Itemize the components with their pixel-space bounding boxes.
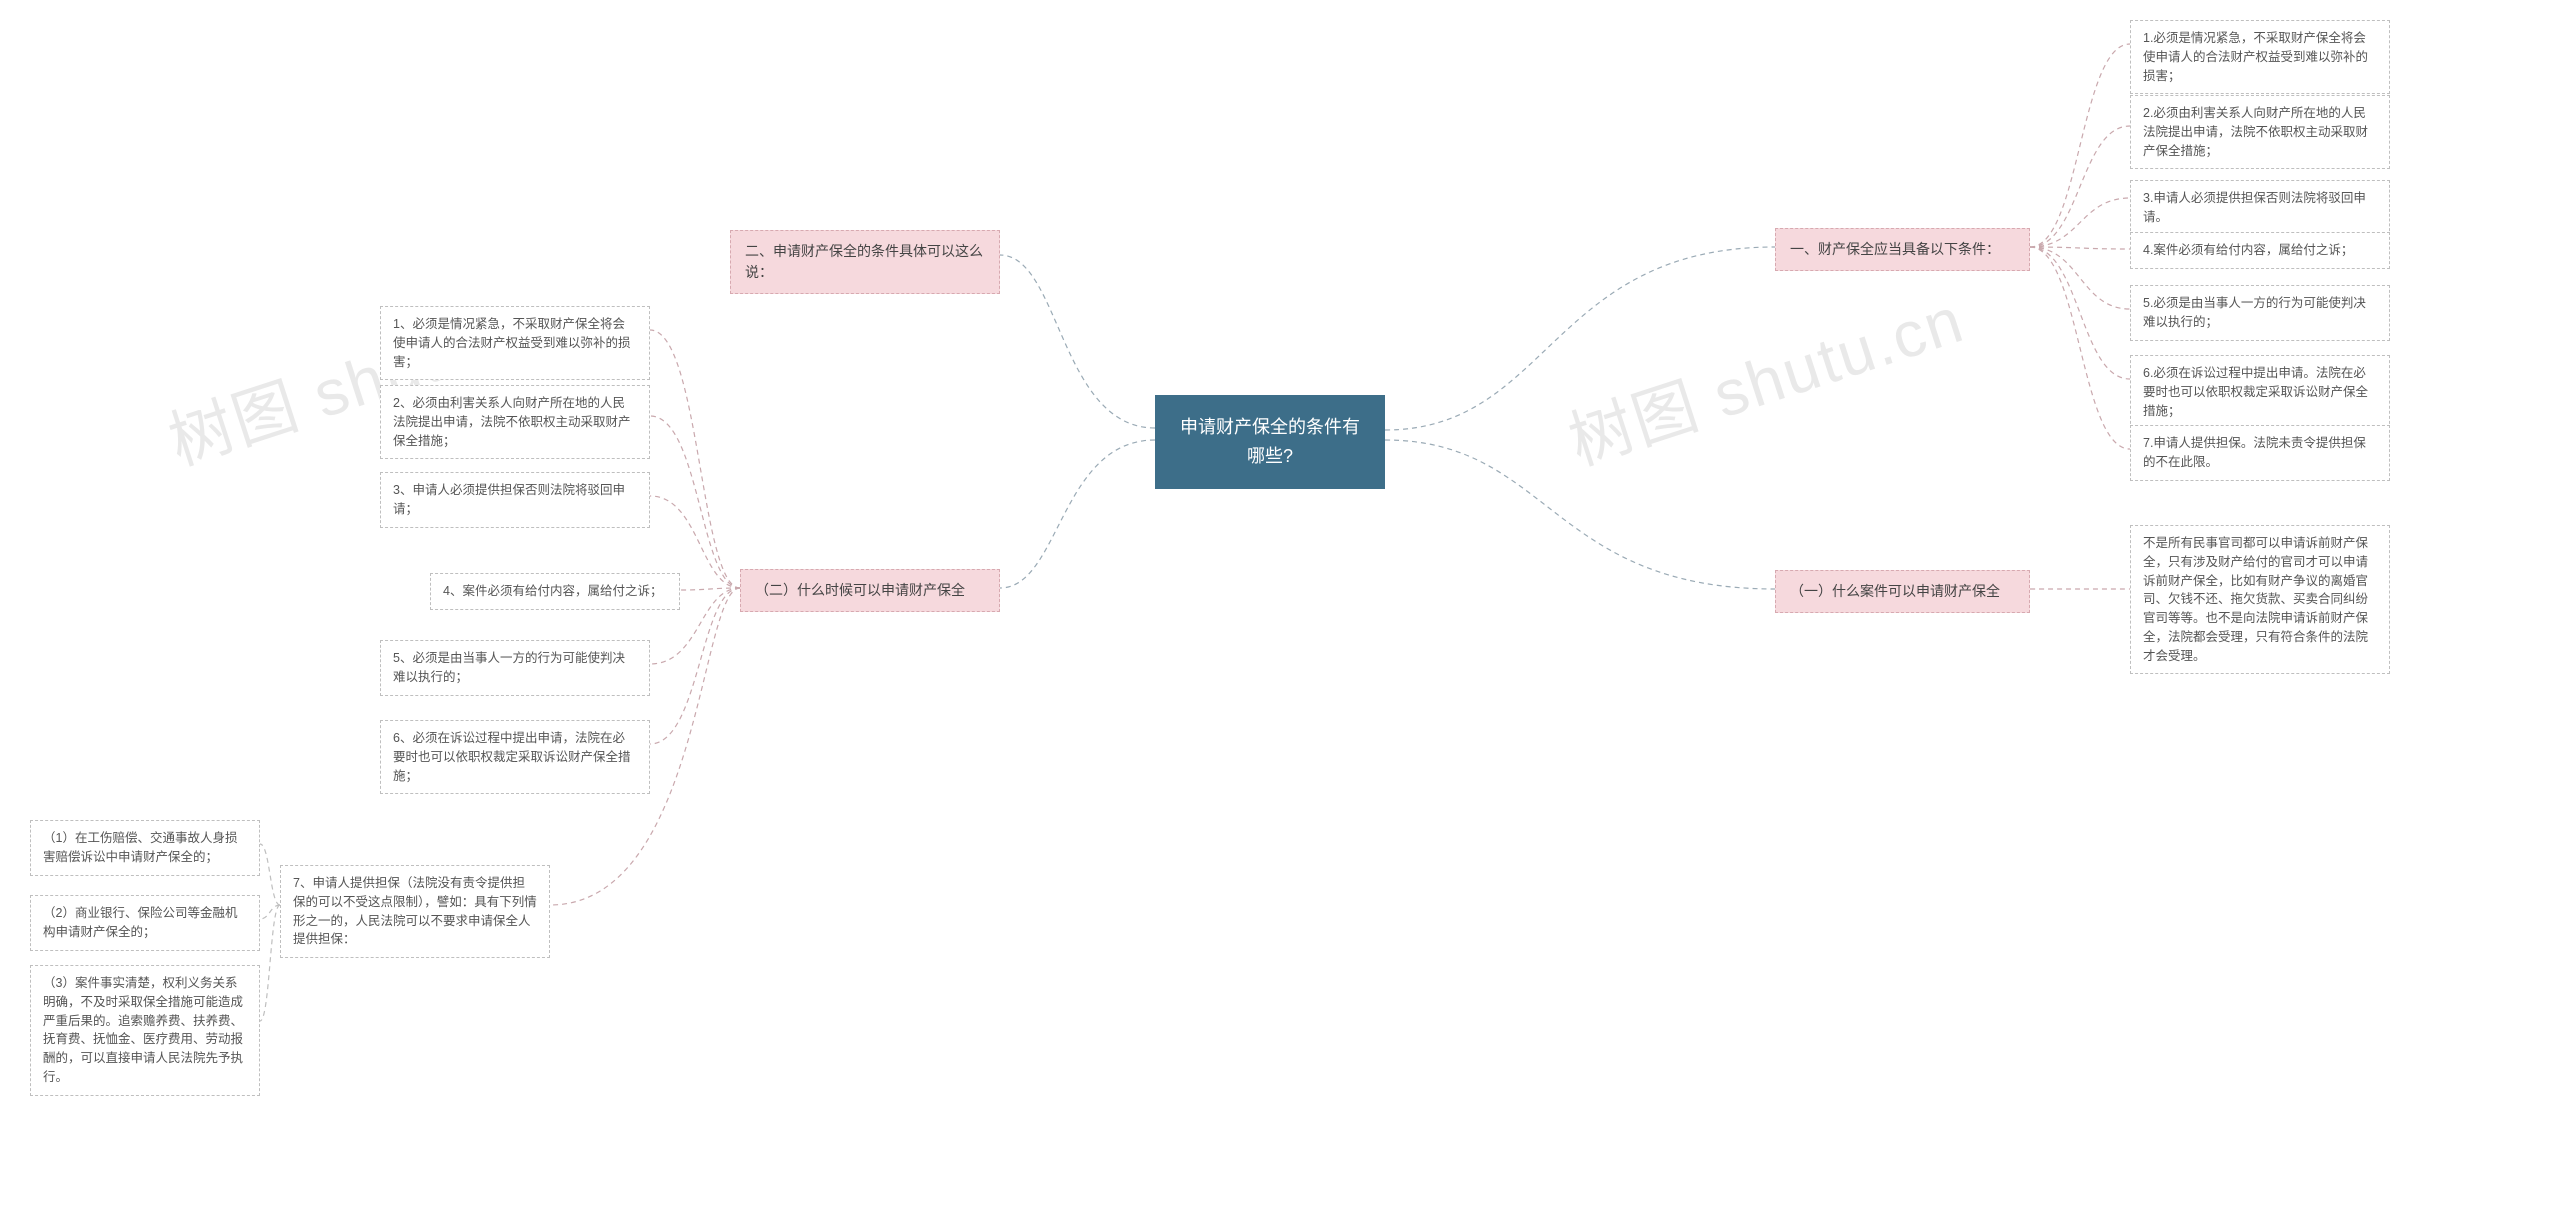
- b4c7-sub-1: （1）在工伤赔偿、交通事故人身损害赔偿诉讼中申请财产保全的；: [30, 820, 260, 876]
- b1-child-6: 6.必须在诉讼过程中提出申请。法院在必要时也可以依职权裁定采取诉讼财产保全措施；: [2130, 355, 2390, 429]
- b1-child-5: 5.必须是由当事人一方的行为可能使判决难以执行的；: [2130, 285, 2390, 341]
- b4c7-sub-2: （2）商业银行、保险公司等金融机构申请财产保全的；: [30, 895, 260, 951]
- branch-specific-conditions: 二、申请财产保全的条件具体可以这么说：: [730, 230, 1000, 294]
- branch-what-cases: （一）什么案件可以申请财产保全: [1775, 570, 2030, 613]
- b4-child-2: 2、必须由利害关系人向财产所在地的人民法院提出申请，法院不依职权主动采取财产保全…: [380, 385, 650, 459]
- b2-child-1: 不是所有民事官司都可以申请诉前财产保全，只有涉及财产给付的官司才可以申请诉前财产…: [2130, 525, 2390, 674]
- b1-child-4: 4.案件必须有给付内容，属给付之诉；: [2130, 232, 2390, 269]
- b4-child-4: 4、案件必须有给付内容，属给付之诉；: [430, 573, 680, 610]
- b1-child-1: 1.必须是情况紧急，不采取财产保全将会使申请人的合法财产权益受到难以弥补的损害；: [2130, 20, 2390, 94]
- b1-child-2: 2.必须由利害关系人向财产所在地的人民法院提出申请，法院不依职权主动采取财产保全…: [2130, 95, 2390, 169]
- b4-child-3: 3、申请人必须提供担保否则法院将驳回申请；: [380, 472, 650, 528]
- b4-child-7: 7、申请人提供担保（法院没有责令提供担保的可以不受这点限制），譬如：具有下列情形…: [280, 865, 550, 958]
- watermark-2: 树图 shutu.cn: [1556, 269, 1974, 483]
- b4-child-5: 5、必须是由当事人一方的行为可能使判决难以执行的；: [380, 640, 650, 696]
- b4-child-6: 6、必须在诉讼过程中提出申请，法院在必要时也可以依职权裁定采取诉讼财产保全措施；: [380, 720, 650, 794]
- b1-child-3: 3.申请人必须提供担保否则法院将驳回申请。: [2130, 180, 2390, 236]
- root-node: 申请财产保全的条件有哪些?: [1155, 395, 1385, 489]
- branch-conditions: 一、财产保全应当具备以下条件：: [1775, 228, 2030, 271]
- b1-child-7: 7.申请人提供担保。法院未责令提供担保的不在此限。: [2130, 425, 2390, 481]
- branch-when-apply: （二）什么时候可以申请财产保全: [740, 569, 1000, 612]
- b4-child-1: 1、必须是情况紧急，不采取财产保全将会使申请人的合法财产权益受到难以弥补的损害；: [380, 306, 650, 380]
- b4c7-sub-3: （3）案件事实清楚，权利义务关系明确，不及时采取保全措施可能造成严重后果的。追索…: [30, 965, 260, 1096]
